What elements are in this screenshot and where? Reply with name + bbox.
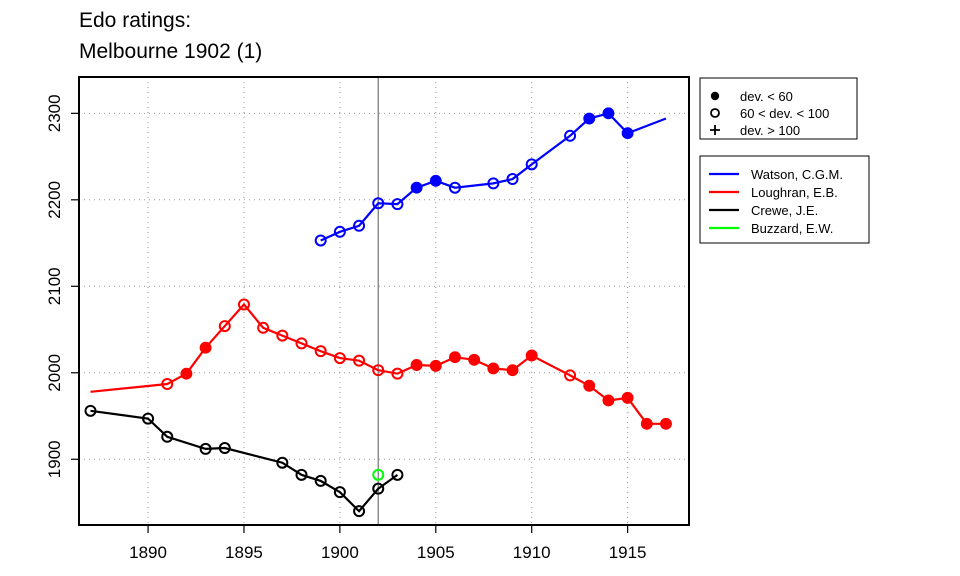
x-tick-label: 1900 <box>321 543 359 562</box>
data-point <box>564 369 577 382</box>
legend-filled-marker-icon <box>710 91 720 101</box>
data-point <box>199 341 212 354</box>
marker-legend-label: dev. > 100 <box>740 123 800 138</box>
data-point <box>372 482 385 495</box>
y-tick-label: 2300 <box>45 94 64 132</box>
x-tick-label: 1890 <box>129 543 167 562</box>
marker-legend: dev. < 60 60 < dev. < 100 dev. > 100 <box>699 77 858 140</box>
data-point <box>391 468 404 481</box>
data-point <box>161 378 174 391</box>
chart-title-line-1: Edo ratings: <box>79 9 192 32</box>
series-watson-c-g-m <box>314 107 667 247</box>
data-point <box>564 129 577 142</box>
data-point <box>506 364 519 377</box>
x-tick-label: 1910 <box>513 543 551 562</box>
data-point <box>583 379 596 392</box>
series-legend-label: Loughran, E.B. <box>751 185 838 200</box>
data-point <box>314 345 327 358</box>
data-point <box>391 367 404 380</box>
series-buzzard-e-w <box>372 468 385 481</box>
data-point <box>602 394 615 407</box>
data-point <box>218 320 231 333</box>
x-tick-label: 1915 <box>609 543 647 562</box>
data-point <box>583 112 596 125</box>
data-point <box>257 321 270 334</box>
y-tick-label: 2200 <box>45 181 64 219</box>
data-point <box>506 173 519 186</box>
data-point <box>314 234 327 247</box>
data-point <box>372 468 385 481</box>
data-point <box>199 442 212 455</box>
y-tick-label: 2100 <box>45 267 64 305</box>
data-point <box>640 417 653 430</box>
data-point <box>487 362 500 375</box>
data-point <box>372 364 385 377</box>
data-point <box>410 181 423 194</box>
data-point <box>314 474 327 487</box>
data-point <box>276 329 289 342</box>
data-point <box>621 127 634 140</box>
data-point <box>429 359 442 372</box>
y-tick-label: 2000 <box>45 354 64 392</box>
data-point <box>660 417 672 430</box>
x-tick-label: 1895 <box>225 543 263 562</box>
legend-open-marker-icon <box>710 108 720 118</box>
data-point <box>237 298 250 311</box>
legend-plus-marker-icon <box>710 125 720 135</box>
marker-legend-box <box>699 77 858 140</box>
data-point <box>161 430 174 443</box>
series-line <box>90 409 399 513</box>
marker-legend-label: dev. < 60 <box>740 89 793 104</box>
data-point <box>353 219 366 232</box>
data-point <box>353 354 366 367</box>
y-tick-label: 1900 <box>45 440 64 478</box>
data-point <box>391 198 404 211</box>
chart-title-line-2: Melbourne 1902 (1) <box>79 40 263 63</box>
data-point <box>372 197 385 210</box>
series-line <box>320 112 667 242</box>
series-crewe-j-e <box>84 404 404 518</box>
data-point <box>180 367 193 380</box>
data-point <box>448 181 461 194</box>
series-legend-label: Buzzard, E.W. <box>751 221 833 236</box>
data-point <box>449 351 461 364</box>
data-point <box>84 404 97 417</box>
series-line <box>90 302 666 425</box>
data-point <box>276 456 289 469</box>
data-point <box>602 107 615 120</box>
data-point <box>525 349 538 362</box>
data-point <box>353 505 366 518</box>
data-point <box>429 174 442 187</box>
data-point <box>333 352 346 365</box>
data-point <box>333 486 346 499</box>
data-point <box>468 353 481 366</box>
data-point <box>621 391 634 404</box>
series-legend: Watson, C.G.M. Loughran, E.B. Crewe, J.E. B… <box>699 155 870 244</box>
data-point <box>333 225 346 238</box>
data-point <box>410 359 423 371</box>
series-legend-label: Watson, C.G.M. <box>751 167 843 182</box>
data-point <box>525 158 538 171</box>
data-point <box>295 337 308 350</box>
data-point <box>142 412 155 425</box>
plot-frame <box>78 76 690 526</box>
data-point <box>218 442 231 455</box>
data-point <box>295 468 308 481</box>
x-tick-label: 1905 <box>417 543 455 562</box>
data-point <box>487 177 500 190</box>
series-legend-label: Crewe, J.E. <box>751 203 818 218</box>
series-loughran-e-b <box>90 298 672 430</box>
marker-legend-label: 60 < dev. < 100 <box>740 106 829 121</box>
